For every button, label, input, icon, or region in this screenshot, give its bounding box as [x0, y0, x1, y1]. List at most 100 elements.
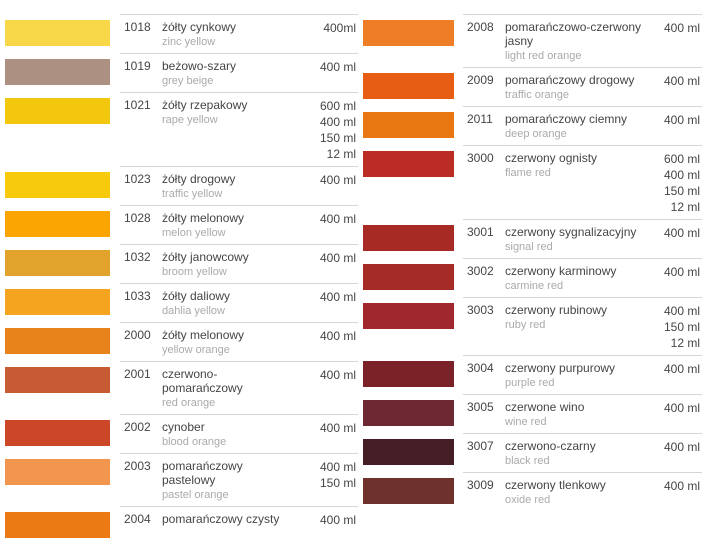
- color-name-en: oxide red: [505, 494, 551, 506]
- color-code: 2009: [467, 73, 494, 87]
- row-content: 2009 pomarańczowy drogowy traffic orange 40…: [463, 67, 702, 106]
- volume-label: 400 ml: [663, 440, 700, 454]
- volume-label: 400 ml: [319, 60, 356, 74]
- color-name-pl: czerwony ognisty: [505, 151, 598, 165]
- color-code: 1019: [124, 59, 151, 73]
- swatch-cell: [360, 14, 463, 67]
- color-swatch: [5, 59, 110, 85]
- color-swatch: [5, 328, 110, 354]
- color-names: beżowo-szary grey beige: [162, 59, 302, 88]
- color-name-en: flame red: [505, 167, 551, 179]
- volume-list: 400 ml: [302, 512, 356, 539]
- color-names: żółty melonowy yellow orange: [162, 328, 302, 357]
- swatch-cell: [360, 394, 463, 433]
- row-content: 2008 pomarańczowo-czerwony jasny light red…: [463, 14, 702, 67]
- color-code: 3005: [467, 400, 494, 414]
- color-names: pomarańczowy ciemny deep orange: [505, 112, 646, 141]
- color-names: czerwony rubinowy ruby red: [505, 303, 646, 351]
- color-name-pl: żółty melonowy: [162, 328, 245, 342]
- swatch-cell: [360, 355, 463, 394]
- color-name-en: traffic yellow: [162, 188, 223, 200]
- volume-label: 12 ml: [670, 336, 700, 350]
- color-row: 3003 czerwony rubinowy ruby red 400 ml 150 m…: [360, 297, 702, 355]
- volume-label: 400 ml: [319, 513, 356, 527]
- color-row: 2009 pomarańczowy drogowy traffic orange 40…: [360, 67, 702, 106]
- volume-label: 400 ml: [319, 368, 356, 382]
- color-names: czerwone wino wine red: [505, 400, 646, 429]
- color-code: 3004: [467, 361, 494, 375]
- color-names: czerwony karminowy carmine red: [505, 264, 646, 293]
- color-name-pl: pomarańczowo-czerwony jasny: [505, 20, 642, 48]
- color-name-pl: pomarańczowy pastelowy: [162, 459, 243, 487]
- color-name-en: purple red: [505, 377, 555, 389]
- color-name-en: deep orange: [505, 128, 567, 140]
- color-names: pomarańczowy czysty: [162, 512, 302, 539]
- color-names: pomarańczowy pastelowy pastel orange: [162, 459, 302, 502]
- color-code: 3009: [467, 478, 494, 492]
- row-content: 3003 czerwony rubinowy ruby red 400 ml 150 m…: [463, 297, 702, 355]
- volume-list: 400 ml: [646, 478, 700, 507]
- swatch-cell: [360, 297, 463, 355]
- color-row: 1019 beżowo-szary grey beige 400 ml: [0, 53, 358, 92]
- swatch-cell: [0, 361, 120, 414]
- swatch-cell: [0, 205, 120, 244]
- column-right: 2008 pomarańczowo-czerwony jasny light red…: [360, 14, 702, 506]
- volume-label: 400 ml: [663, 226, 700, 240]
- color-row: 1032 żółty janowcowy broom yellow 400 ml: [0, 244, 358, 283]
- color-names: żółty melonowy melon yellow: [162, 211, 302, 240]
- color-name-pl: żółty drogowy: [162, 172, 236, 186]
- volume-label: 400 ml: [319, 115, 356, 129]
- volume-list: 400 ml: [302, 367, 356, 410]
- volume-label: 400 ml: [663, 265, 700, 279]
- volume-list: 400 ml: [302, 420, 356, 449]
- color-name-pl: beżowo-szary: [162, 59, 237, 73]
- volume-list: 400 ml: [646, 112, 700, 141]
- volume-list: 400 ml 150 ml 12 ml: [646, 303, 700, 351]
- swatch-cell: [360, 433, 463, 472]
- color-name-pl: czerwony karminowy: [505, 264, 617, 278]
- color-code: 1023: [124, 172, 151, 186]
- color-name-en: blood orange: [162, 436, 227, 448]
- color-swatch: [363, 264, 454, 290]
- volume-list: 400 ml: [302, 172, 356, 201]
- row-content: 2002 cynober blood orange 400 ml: [120, 414, 358, 453]
- color-names: czerwony tlenkowy oxide red: [505, 478, 646, 507]
- swatch-cell: [0, 453, 120, 506]
- color-row: 1028 żółty melonowy melon yellow 400 ml: [0, 205, 358, 244]
- color-row: 1018 żółty cynkowy zinc yellow 400ml: [0, 14, 358, 53]
- volume-list: 400 ml: [302, 211, 356, 240]
- row-content: 1019 beżowo-szary grey beige 400 ml: [120, 53, 358, 92]
- color-name-en: signal red: [505, 241, 553, 253]
- color-name-en: red orange: [162, 397, 216, 409]
- volume-label: 150 ml: [663, 184, 700, 198]
- color-names: czerwono-czarny black red: [505, 439, 646, 468]
- color-name-pl: pomarańczowy czysty: [162, 512, 280, 526]
- color-names: pomarańczowo-czerwony jasny light red ora…: [505, 20, 646, 63]
- color-row: 3004 czerwony purpurowy purple red 400 ml: [360, 355, 702, 394]
- color-name-en: zinc yellow: [162, 36, 216, 48]
- color-names: żółty rzepakowy rape yellow: [162, 98, 302, 162]
- color-names: pomarańczowy drogowy traffic orange: [505, 73, 646, 102]
- volume-list: 400 ml: [646, 225, 700, 254]
- color-row: 1021 żółty rzepakowy rape yellow 600 ml 400 …: [0, 92, 358, 166]
- volume-label: 150 ml: [319, 476, 356, 490]
- color-name-en: melon yellow: [162, 227, 226, 239]
- color-catalog: 1018 żółty cynkowy zinc yellow 400ml 1019 beż…: [0, 14, 702, 538]
- volume-label: 400 ml: [663, 113, 700, 127]
- color-code: 2008: [467, 20, 494, 34]
- volume-label: 400 ml: [663, 362, 700, 376]
- volume-list: 400 ml: [646, 439, 700, 468]
- color-code: 2002: [124, 420, 151, 434]
- swatch-cell: [0, 166, 120, 205]
- color-names: czerwono-pomarańczowy red orange: [162, 367, 302, 410]
- volume-label: 600 ml: [319, 99, 356, 113]
- row-content: 2000 żółty melonowy yellow orange 400 ml: [120, 322, 358, 361]
- color-name-en: carmine red: [505, 280, 564, 292]
- volume-label: 400 ml: [663, 168, 700, 182]
- volume-label: 400 ml: [319, 173, 356, 187]
- color-name-pl: żółty melonowy: [162, 211, 245, 225]
- volume-label: 400 ml: [663, 21, 700, 35]
- color-name-en: light red orange: [505, 50, 582, 62]
- color-name-en: rape yellow: [162, 114, 218, 126]
- swatch-cell: [360, 67, 463, 106]
